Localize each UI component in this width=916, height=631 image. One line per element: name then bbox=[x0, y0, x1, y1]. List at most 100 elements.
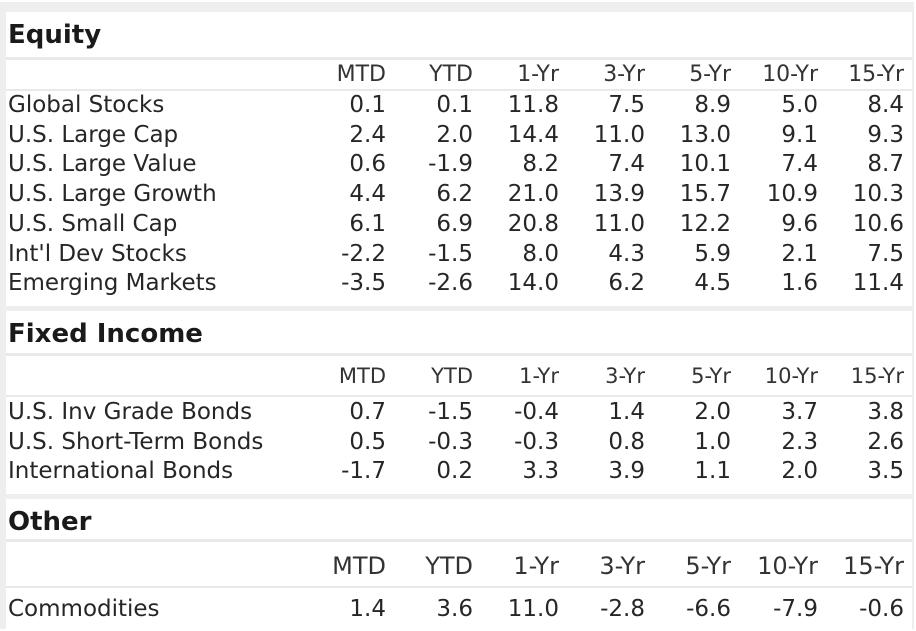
column-header-mtd: MTD bbox=[338, 364, 386, 388]
value-cell: 6.2 bbox=[608, 270, 645, 296]
header-divider bbox=[6, 89, 912, 91]
column-header-1yr: 1-Yr bbox=[513, 552, 559, 580]
row-label: Int'l Dev Stocks bbox=[8, 241, 187, 267]
value-cell: 5.0 bbox=[781, 92, 818, 118]
column-header-10yr: 10-Yr bbox=[762, 62, 818, 87]
value-cell: 1.6 bbox=[781, 270, 818, 296]
value-cell: 13.9 bbox=[593, 181, 645, 207]
value-cell: 8.7 bbox=[867, 151, 904, 177]
value-cell: 20.8 bbox=[507, 211, 559, 237]
value-cell: 3.6 bbox=[436, 596, 473, 622]
row-label: Global Stocks bbox=[8, 92, 165, 118]
value-cell: 6.9 bbox=[436, 211, 473, 237]
value-cell: 0.1 bbox=[436, 92, 473, 118]
value-cell: 10.1 bbox=[679, 151, 731, 177]
column-header-3yr: 3-Yr bbox=[599, 552, 645, 580]
value-cell: 3.8 bbox=[867, 399, 904, 425]
column-header-3yr: 3-Yr bbox=[605, 364, 645, 388]
row-label: U.S. Short-Term Bonds bbox=[8, 429, 264, 455]
row-label: U.S. Small Cap bbox=[8, 211, 178, 237]
value-cell: -2.8 bbox=[600, 596, 645, 622]
value-cell: 1.4 bbox=[349, 596, 386, 622]
value-cell: 2.3 bbox=[781, 429, 818, 455]
section-title: Other bbox=[8, 507, 92, 537]
value-cell: 11.0 bbox=[593, 122, 645, 148]
value-cell: 2.4 bbox=[349, 122, 386, 148]
value-cell: -7.9 bbox=[773, 596, 818, 622]
header-divider bbox=[6, 586, 912, 588]
value-cell: 8.2 bbox=[522, 151, 559, 177]
value-cell: 9.3 bbox=[867, 122, 904, 148]
value-cell: 7.4 bbox=[781, 151, 818, 177]
value-cell: 3.3 bbox=[522, 458, 559, 484]
value-cell: 0.7 bbox=[349, 399, 386, 425]
column-header-mtd: MTD bbox=[332, 552, 386, 580]
column-header-5yr: 5-Yr bbox=[685, 552, 731, 580]
column-header-15yr: 15-Yr bbox=[850, 364, 904, 388]
value-cell: 0.2 bbox=[436, 458, 473, 484]
value-cell: 3.5 bbox=[867, 458, 904, 484]
value-cell: 8.4 bbox=[867, 92, 904, 118]
value-cell: 14.0 bbox=[507, 270, 559, 296]
column-header-10yr: 10-Yr bbox=[757, 552, 818, 580]
value-cell: 11.0 bbox=[507, 596, 559, 622]
value-cell: -6.6 bbox=[686, 596, 731, 622]
section-divider bbox=[6, 57, 912, 60]
column-header-ytd: YTD bbox=[429, 62, 473, 87]
value-cell: -1.5 bbox=[428, 399, 473, 425]
column-header-5yr: 5-Yr bbox=[689, 62, 731, 87]
header-divider bbox=[6, 395, 912, 397]
value-cell: 10.9 bbox=[766, 181, 818, 207]
value-cell: 1.0 bbox=[694, 429, 731, 455]
value-cell: -2.2 bbox=[341, 241, 386, 267]
value-cell: 7.5 bbox=[867, 241, 904, 267]
value-cell: 3.7 bbox=[781, 399, 818, 425]
value-cell: 11.4 bbox=[852, 270, 904, 296]
value-cell: 0.1 bbox=[349, 92, 386, 118]
value-cell: 11.0 bbox=[593, 211, 645, 237]
value-cell: -0.6 bbox=[859, 596, 904, 622]
value-cell: 10.3 bbox=[852, 181, 904, 207]
column-header-3yr: 3-Yr bbox=[603, 62, 645, 87]
value-cell: 2.1 bbox=[781, 241, 818, 267]
equity-section: Equity MTD YTD 1-Yr 3-Yr 5-Yr 10-Yr 15-Y… bbox=[6, 12, 912, 306]
section-divider bbox=[6, 539, 912, 542]
row-label: U.S. Large Cap bbox=[8, 122, 179, 148]
fixed-income-section: Fixed Income MTD YTD 1-Yr 3-Yr 5-Yr 10-Y… bbox=[6, 311, 912, 494]
value-cell: 12.2 bbox=[679, 211, 731, 237]
value-cell: 8.0 bbox=[522, 241, 559, 267]
column-header-1yr: 1-Yr bbox=[517, 62, 559, 87]
value-cell: 8.9 bbox=[694, 92, 731, 118]
value-cell: -1.9 bbox=[428, 151, 473, 177]
value-cell: -3.5 bbox=[341, 270, 386, 296]
column-header-1yr: 1-Yr bbox=[519, 364, 559, 388]
value-cell: 1.1 bbox=[694, 458, 731, 484]
column-header-15yr: 15-Yr bbox=[848, 62, 904, 87]
value-cell: 7.4 bbox=[608, 151, 645, 177]
value-cell: 2.0 bbox=[694, 399, 731, 425]
value-cell: 0.5 bbox=[349, 429, 386, 455]
value-cell: 9.1 bbox=[781, 122, 818, 148]
column-header-ytd: YTD bbox=[425, 552, 473, 580]
other-section: Other MTD YTD 1-Yr 3-Yr 5-Yr 10-Yr 15-Yr… bbox=[6, 499, 912, 631]
value-cell: 15.7 bbox=[679, 181, 731, 207]
value-cell: 4.5 bbox=[694, 270, 731, 296]
value-cell: 3.9 bbox=[608, 458, 645, 484]
value-cell: 10.6 bbox=[852, 211, 904, 237]
value-cell: 6.1 bbox=[349, 211, 386, 237]
row-label: U.S. Inv Grade Bonds bbox=[8, 399, 253, 425]
row-label: International Bonds bbox=[8, 458, 234, 484]
value-cell: 13.0 bbox=[679, 122, 731, 148]
value-cell: 4.3 bbox=[608, 241, 645, 267]
row-label: U.S. Large Growth bbox=[8, 181, 217, 207]
value-cell: 2.0 bbox=[781, 458, 818, 484]
value-cell: 7.5 bbox=[608, 92, 645, 118]
column-header-ytd: YTD bbox=[431, 364, 473, 388]
value-cell: 0.8 bbox=[608, 429, 645, 455]
value-cell: -0.4 bbox=[514, 399, 559, 425]
section-divider bbox=[6, 353, 912, 356]
value-cell: 14.4 bbox=[507, 122, 559, 148]
value-cell: -1.7 bbox=[341, 458, 386, 484]
